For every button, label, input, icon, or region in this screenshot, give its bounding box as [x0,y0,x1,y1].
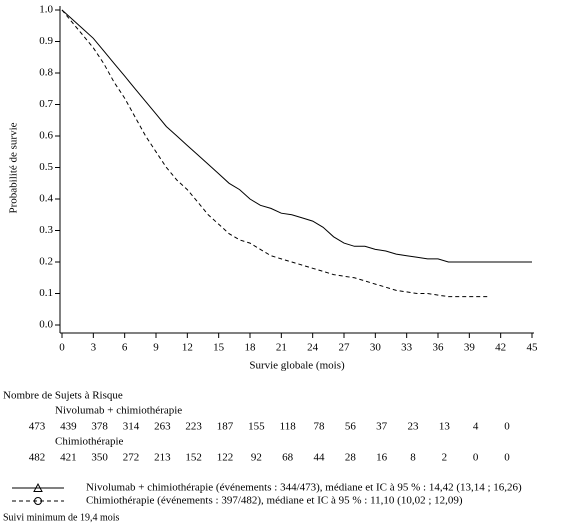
risk-count: 44 [314,452,326,464]
risk-count: 118 [280,421,297,433]
x-tick-label: 6 [122,342,128,354]
survival-curve [61,9,532,263]
x-tick-label: 24 [307,342,319,354]
y-tick-label: 0.1 [39,287,53,299]
legend-marker [34,497,42,505]
risk-count: 37 [376,421,388,433]
y-tick-label: 0.2 [39,256,53,268]
y-tick-label: 0.7 [39,98,53,110]
x-tick-label: 15 [213,342,225,354]
y-tick-label: 1.0 [39,4,53,16]
risk-count: 378 [91,421,108,433]
risk-count: 155 [248,421,265,433]
legend-label: Nivolumab + chimiothérapie (événements :… [86,482,522,494]
survival-curve [61,9,491,298]
risk-count: 56 [345,421,357,433]
risk-count: 482 [29,452,46,464]
y-tick-label: 0.5 [39,161,53,173]
risk-count: 263 [154,421,171,433]
x-tick-label: 33 [401,342,413,354]
x-tick-label: 18 [245,342,257,354]
x-tick-label: 12 [182,342,193,354]
risk-count: 314 [123,421,140,433]
risk-table-title: Nombre de Sujets à Risque [3,390,123,402]
risk-count: 439 [60,421,77,433]
y-axis-label: Probabilité de survie [8,122,20,213]
risk-count: 0 [504,421,510,433]
risk-count: 223 [185,421,202,433]
x-tick-label: 0 [59,342,65,354]
x-tick-label: 3 [91,342,97,354]
risk-count: 92 [251,452,262,464]
x-tick-label: 27 [339,342,351,354]
x-tick-label: 42 [495,342,506,354]
risk-group-name: Nivolumab + chimiothérapie [55,405,182,417]
risk-count: 473 [29,421,46,433]
x-tick-label: 9 [153,342,159,354]
risk-count: 213 [154,452,171,464]
y-tick-label: 0.8 [39,67,53,79]
x-tick-label: 39 [464,342,476,354]
risk-count: 421 [60,452,77,464]
risk-count: 13 [439,421,451,433]
risk-count: 272 [123,452,140,464]
y-tick-label: 0.6 [39,130,53,142]
risk-count: 78 [314,421,326,433]
x-tick-label: 21 [276,342,287,354]
risk-count: 23 [408,421,420,433]
risk-count: 68 [282,452,294,464]
y-tick-label: 0.0 [39,319,53,331]
legend-label: Chimiothérapie (événements : 397/482), m… [86,495,463,507]
x-tick-label: 45 [527,342,539,354]
risk-count: 16 [376,452,388,464]
y-tick-label: 0.4 [39,193,53,205]
y-tick-label: 0.9 [39,35,53,47]
footnote: Suivi minimum de 19,4 mois [3,512,120,523]
risk-count: 28 [345,452,357,464]
risk-count: 152 [185,452,202,464]
legend-marker [33,482,43,492]
risk-count: 4 [473,421,479,433]
x-axis-label: Survie globale (mois) [249,360,345,372]
x-tick-label: 36 [433,342,445,354]
risk-count: 350 [91,452,108,464]
y-tick-label: 0.3 [39,224,53,236]
risk-count: 122 [217,452,234,464]
risk-count: 2 [442,452,448,464]
risk-group-name: Chimiothérapie [55,436,124,448]
risk-count: 0 [473,452,479,464]
x-tick-label: 30 [370,342,382,354]
risk-count: 187 [217,421,234,433]
risk-count: 0 [504,452,510,464]
risk-count: 8 [410,452,416,464]
